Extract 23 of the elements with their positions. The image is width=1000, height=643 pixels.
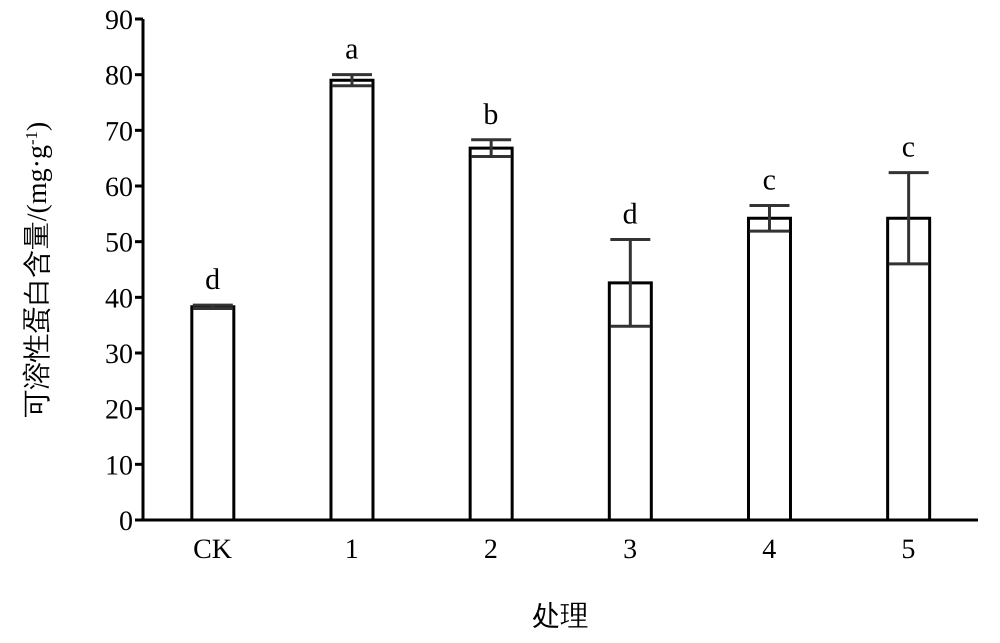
annotation: a	[345, 32, 358, 66]
y-tick-label: 0	[119, 506, 133, 537]
x-tick-label: 3	[623, 534, 638, 565]
x-axis-title: 处理	[532, 601, 588, 632]
y-tick-label: 10	[105, 450, 133, 482]
annotation: d	[622, 197, 638, 230]
annotation: d	[205, 263, 220, 296]
annotation: b	[483, 98, 498, 131]
y-tick-label: 60	[105, 172, 133, 203]
x-tick-label: 5	[901, 534, 916, 565]
x-tick-label: 1	[344, 534, 359, 565]
y-tick-label: 20	[105, 394, 133, 426]
x-tick-label: 2	[484, 534, 498, 565]
x-tick-label: 4	[762, 534, 776, 565]
y-tick-label: 30	[105, 338, 133, 370]
x-tick-label: CK	[193, 534, 232, 565]
y-tick-label: 80	[105, 60, 133, 92]
y-tick-label: 90	[105, 4, 133, 36]
annotation: c	[902, 130, 916, 164]
y-tick-label: 50	[105, 228, 133, 259]
y-tick-label: 70	[105, 116, 133, 148]
annotation: c	[762, 163, 776, 196]
y-tick-label: 40	[105, 283, 133, 314]
